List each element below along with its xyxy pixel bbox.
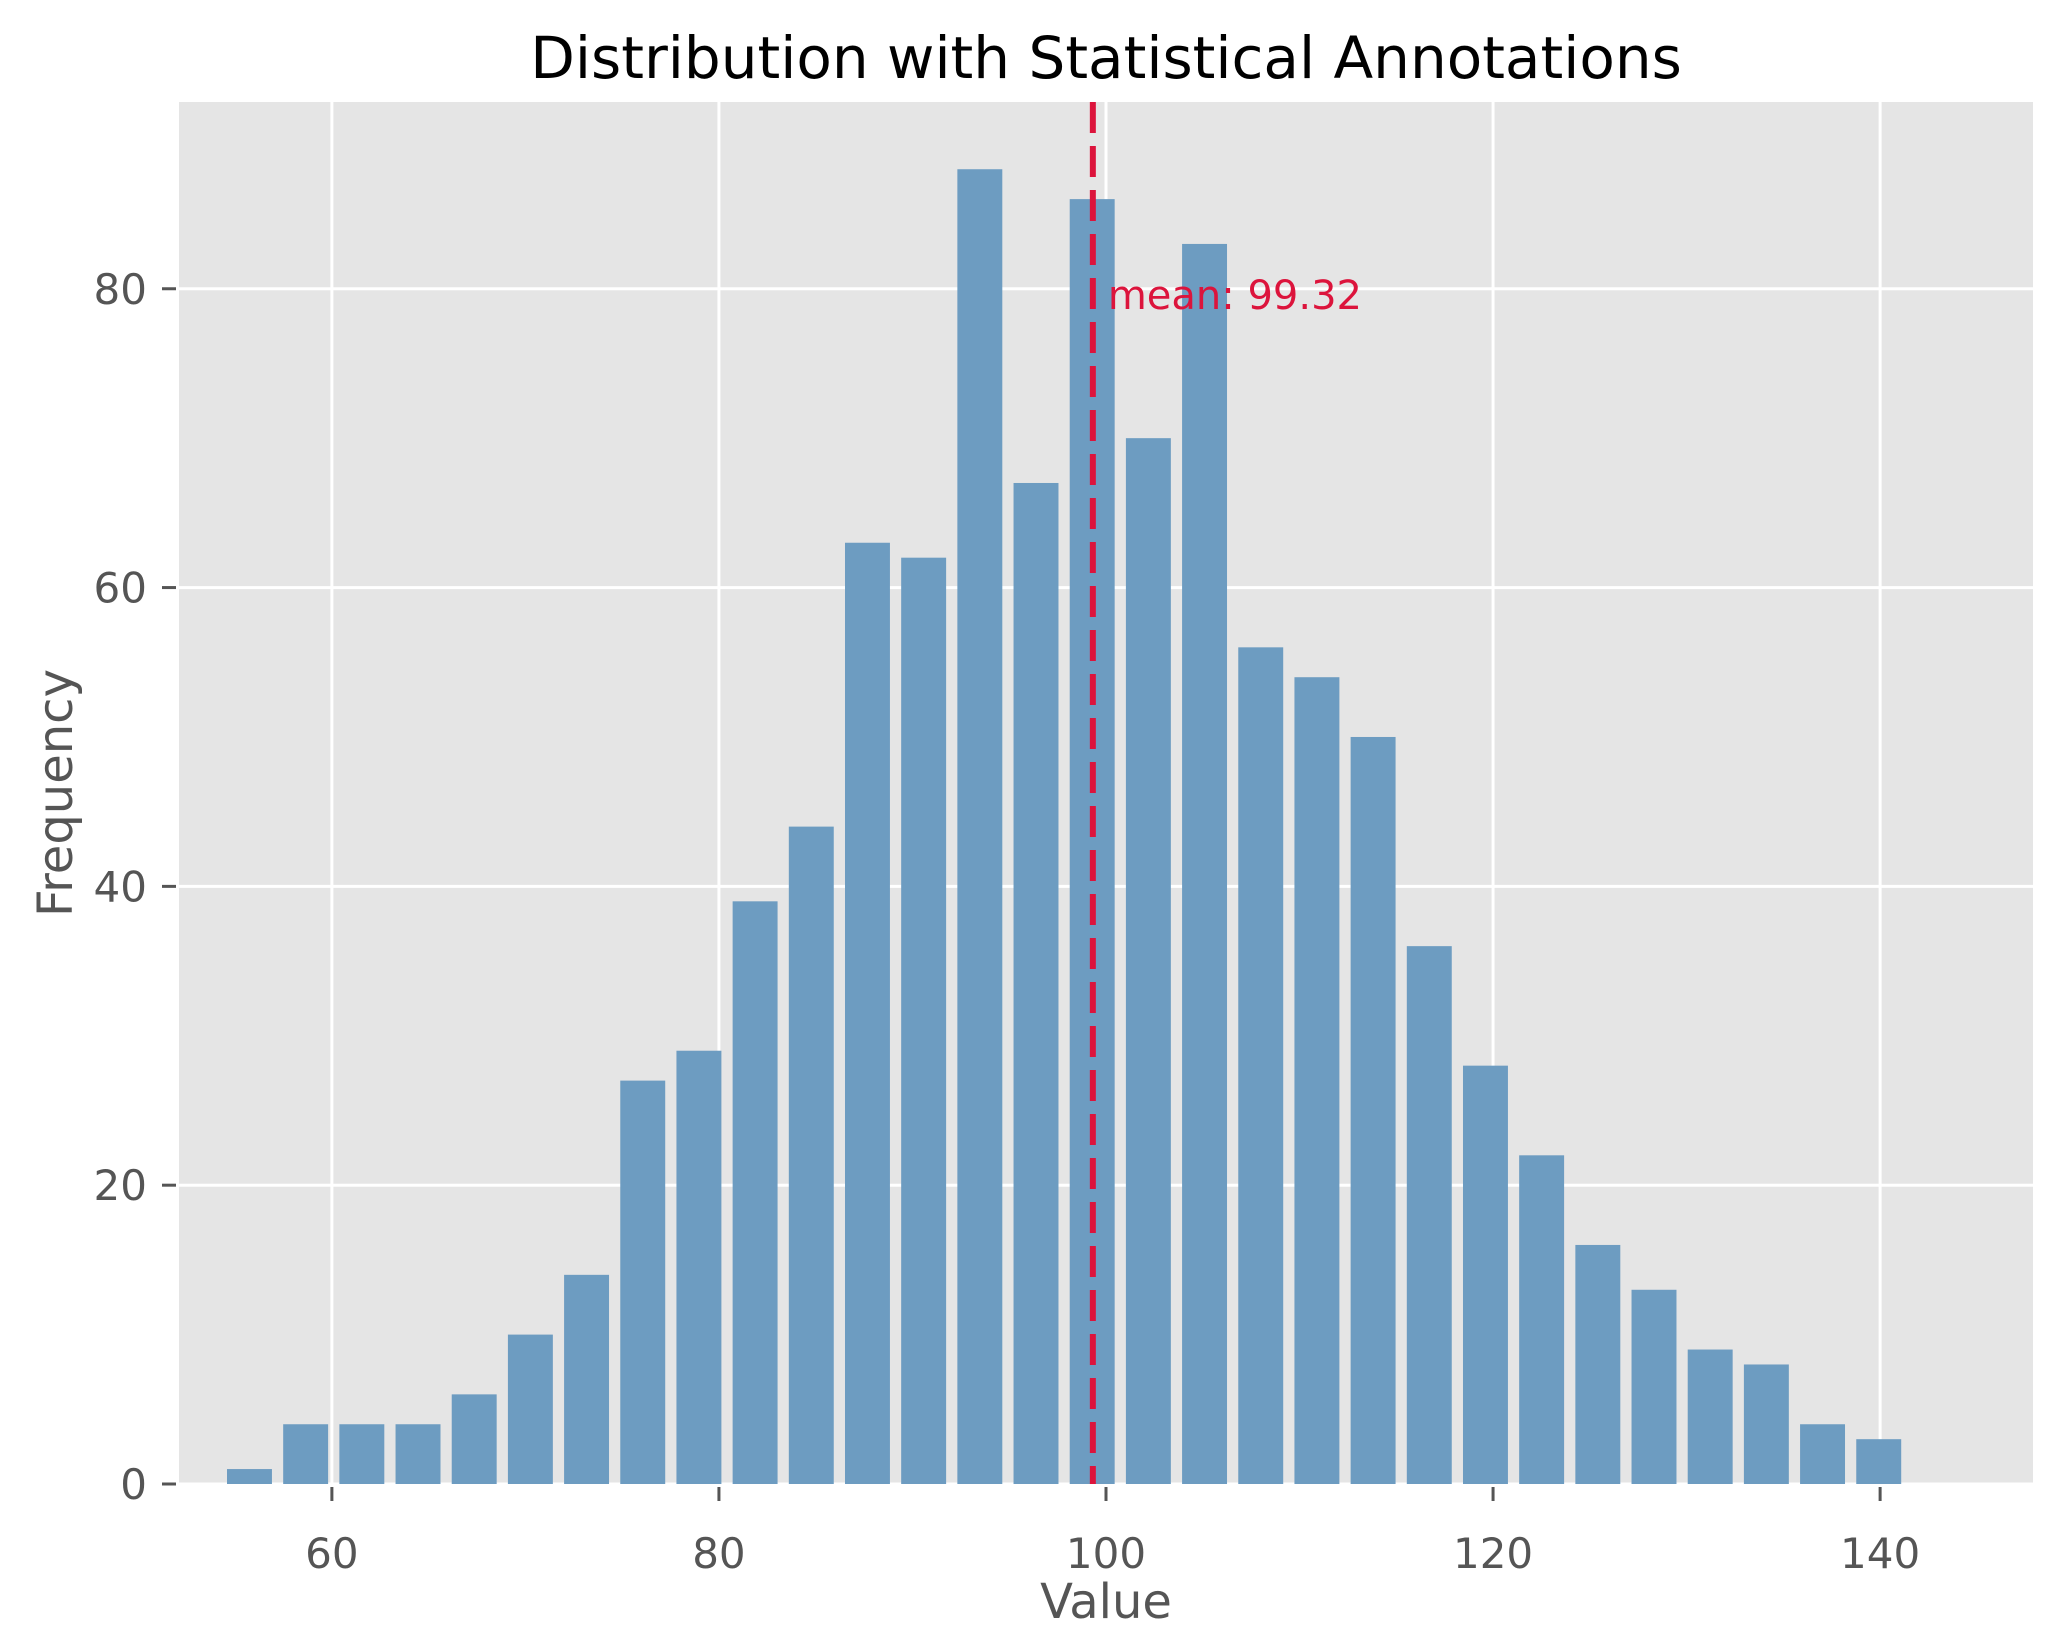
histogram-bar [1800, 1424, 1846, 1484]
y-tick-label: 40 [94, 862, 147, 911]
histogram-bar [1519, 1155, 1565, 1484]
histogram-bar [395, 1424, 441, 1484]
histogram-bar [1687, 1349, 1733, 1484]
y-axis-label: Frequency [28, 669, 84, 917]
x-axis-label: Value [1040, 1574, 1172, 1630]
x-axis-ticks: 60 80 100 120 140 [305, 1487, 1920, 1578]
histogram-bar [957, 169, 1003, 1485]
histogram-bar [1013, 482, 1059, 1485]
histogram-bar [732, 901, 778, 1484]
histogram-bar [676, 1050, 722, 1484]
bars [227, 169, 1902, 1485]
chart-title: Distribution with Statistical Annotation… [530, 24, 1682, 92]
x-tick-label: 80 [692, 1529, 745, 1578]
histogram-bar [283, 1424, 329, 1484]
histogram-bar [227, 1469, 272, 1484]
histogram-bar [1406, 946, 1452, 1484]
histogram-bar [901, 557, 947, 1484]
x-tick-label: 60 [305, 1529, 358, 1578]
mean-label: mean: 99.32 [1108, 273, 1362, 319]
histogram-bar [620, 1080, 666, 1484]
histogram-bar [1350, 736, 1396, 1484]
histogram-bar [339, 1424, 385, 1484]
histogram-bar [1125, 438, 1171, 1485]
x-tick-label: 100 [1066, 1529, 1146, 1578]
histogram-bar [788, 826, 834, 1484]
histogram-bar [1743, 1364, 1789, 1484]
x-tick-label: 140 [1840, 1529, 1920, 1578]
histogram-bar [844, 542, 890, 1484]
histogram-bar [1294, 677, 1340, 1484]
histogram-bar [1182, 243, 1228, 1484]
y-tick-label: 60 [94, 564, 147, 613]
y-tick-label: 20 [94, 1161, 147, 1210]
histogram-bar [1856, 1439, 1902, 1484]
histogram-bar [564, 1274, 610, 1484]
x-tick-label: 120 [1453, 1529, 1533, 1578]
mean-annotation: mean: 99.32 [1089, 102, 1362, 1484]
histogram-bar [1238, 647, 1284, 1484]
histogram-bar [1575, 1244, 1621, 1484]
histogram-bar [507, 1334, 553, 1484]
histogram-bar [1462, 1065, 1508, 1484]
histogram-bar [451, 1394, 497, 1484]
y-tick-label: 0 [120, 1460, 147, 1509]
y-tick-label: 80 [94, 265, 147, 314]
y-axis-ticks: 0 20 40 60 80 [94, 265, 176, 1509]
histogram-bar [1631, 1289, 1677, 1484]
